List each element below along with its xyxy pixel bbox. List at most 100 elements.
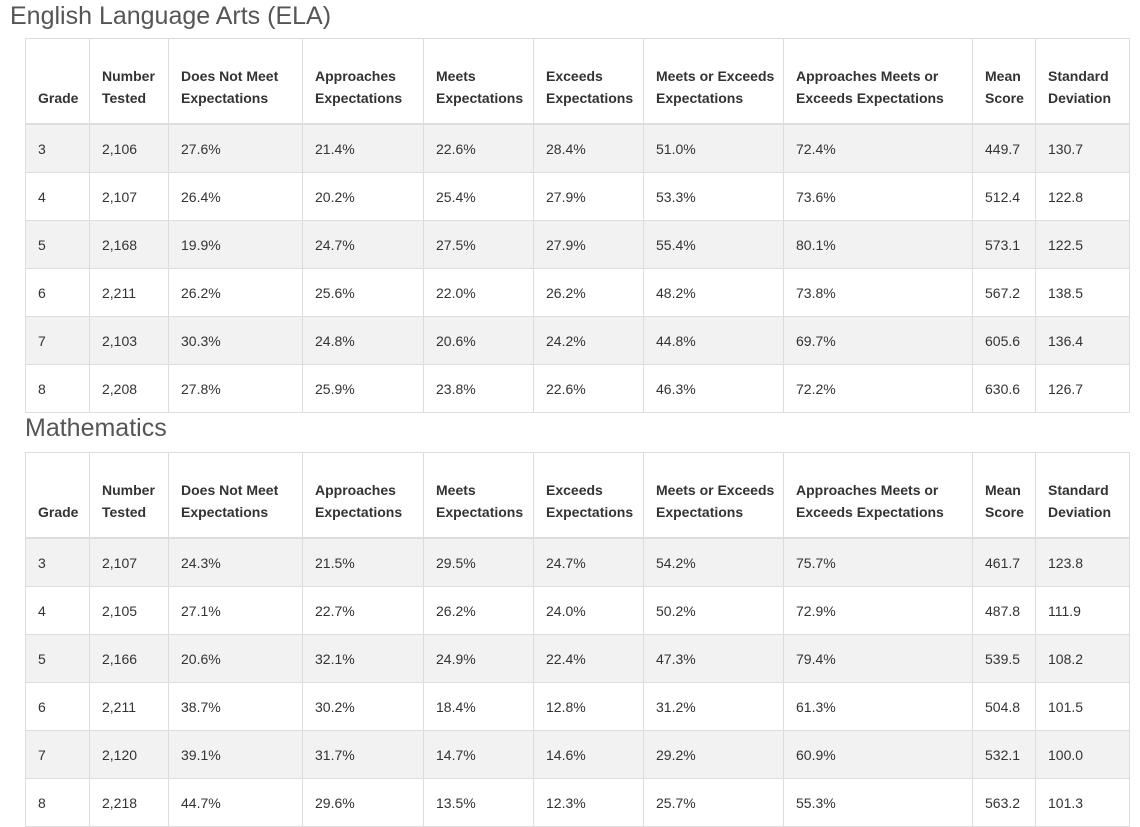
table-cell: 2,105 — [89, 586, 169, 635]
section-title: English Language Arts (ELA) — [10, 2, 332, 30]
table-cell: 12.3% — [533, 778, 644, 827]
table-cell: 13.5% — [423, 778, 534, 827]
table-cell: 31.7% — [302, 730, 424, 779]
table-cell: 51.0% — [643, 123, 784, 173]
table-row: 6 2,211 26.2% 25.6% 22.0% 26.2% 48.2% 73.8% 567.… — [25, 268, 1130, 317]
table-cell: 25.9% — [302, 364, 424, 413]
table-cell: 7 — [25, 316, 90, 365]
table-row: 7 2,120 39.1% 31.7% 14.7% 14.6% 29.2% 60.9% 532.… — [25, 730, 1130, 779]
table-cell: 55.3% — [783, 778, 973, 827]
table-cell: 136.4 — [1035, 316, 1130, 365]
table-cell: 12.8% — [533, 682, 644, 731]
table-cell: 24.9% — [423, 634, 534, 683]
table-cell: 29.2% — [643, 730, 784, 779]
header-cell: Meets or Exceeds Expectations — [643, 452, 784, 539]
table-cell: 25.6% — [302, 268, 424, 317]
table-cell: 46.3% — [643, 364, 784, 413]
header-row: Grade Number Tested Does Not Meet Expectat… — [25, 452, 1130, 539]
table-cell: 2,106 — [89, 123, 169, 173]
table-cell: 101.5 — [1035, 682, 1130, 731]
header-cell: Approaches Expectations — [302, 452, 424, 539]
table-cell: 487.8 — [972, 586, 1036, 635]
table-row: 5 2,168 19.9% 24.7% 27.5% 27.9% 55.4% 80.1% 573.… — [25, 220, 1130, 269]
table-cell: 24.7% — [533, 537, 644, 587]
table-cell: 539.5 — [972, 634, 1036, 683]
table-cell: 122.8 — [1035, 172, 1130, 221]
table-cell: 80.1% — [783, 220, 973, 269]
table-cell: 22.0% — [423, 268, 534, 317]
table-cell: 630.6 — [972, 364, 1036, 413]
table-row: 8 2,208 27.8% 25.9% 23.8% 22.6% 46.3% 72.2% 630.… — [25, 364, 1130, 413]
table-cell: 26.2% — [168, 268, 303, 317]
table-cell: 101.3 — [1035, 778, 1130, 827]
table-cell: 138.5 — [1035, 268, 1130, 317]
table-cell: 563.2 — [972, 778, 1036, 827]
table-cell: 27.6% — [168, 123, 303, 173]
data-table: Grade Number Tested Does Not Meet Expectat… — [25, 38, 1130, 413]
table-cell: 20.2% — [302, 172, 424, 221]
table-cell: 605.6 — [972, 316, 1036, 365]
table-cell: 2,218 — [89, 778, 169, 827]
table-body: 3 2,106 27.6% 21.4% 22.6% 28.4% 51.0% 72.4% 449.… — [25, 123, 1130, 413]
table-cell: 14.7% — [423, 730, 534, 779]
header-cell: Standard Deviation — [1035, 38, 1130, 125]
table-head: Grade Number Tested Does Not Meet Expectat… — [25, 452, 1130, 539]
table-cell: 22.6% — [423, 123, 534, 173]
table-cell: 27.9% — [533, 172, 644, 221]
table-cell: 18.4% — [423, 682, 534, 731]
header-cell: Grade — [25, 38, 90, 125]
table-cell: 130.7 — [1035, 123, 1130, 173]
table-cell: 3 — [25, 537, 90, 587]
table-cell: 111.9 — [1035, 586, 1130, 635]
table-cell: 24.2% — [533, 316, 644, 365]
table-cell: 69.7% — [783, 316, 973, 365]
table-cell: 72.2% — [783, 364, 973, 413]
table-cell: 30.3% — [168, 316, 303, 365]
table-cell: 21.5% — [302, 537, 424, 587]
table-cell: 2,166 — [89, 634, 169, 683]
header-cell: Does Not Meet Expectations — [168, 452, 303, 539]
table-row: 4 2,107 26.4% 20.2% 25.4% 27.9% 53.3% 73.6% 512.… — [25, 172, 1130, 221]
table-row: 5 2,166 20.6% 32.1% 24.9% 22.4% 47.3% 79.4% 539.… — [25, 634, 1130, 683]
table-cell: 44.8% — [643, 316, 784, 365]
table-cell: 31.2% — [643, 682, 784, 731]
table-cell: 29.6% — [302, 778, 424, 827]
header-cell: Meets Expectations — [423, 38, 534, 125]
header-cell: Exceeds Expectations — [533, 452, 644, 539]
table-cell: 22.4% — [533, 634, 644, 683]
table-cell: 14.6% — [533, 730, 644, 779]
table-cell: 26.4% — [168, 172, 303, 221]
table-cell: 38.7% — [168, 682, 303, 731]
table-cell: 122.5 — [1035, 220, 1130, 269]
table-cell: 30.2% — [302, 682, 424, 731]
header-cell: Approaches Meets or Exceeds Expectations — [783, 452, 973, 539]
table-cell: 126.7 — [1035, 364, 1130, 413]
table-cell: 5 — [25, 220, 90, 269]
table-cell: 44.7% — [168, 778, 303, 827]
table-head: Grade Number Tested Does Not Meet Expectat… — [25, 38, 1130, 125]
table-cell: 27.9% — [533, 220, 644, 269]
header-row: Grade Number Tested Does Not Meet Expectat… — [25, 38, 1130, 125]
table-cell: 100.0 — [1035, 730, 1130, 779]
table-cell: 19.9% — [168, 220, 303, 269]
table-cell: 20.6% — [423, 316, 534, 365]
table-cell: 6 — [25, 268, 90, 317]
table-cell: 123.8 — [1035, 537, 1130, 587]
table-cell: 27.5% — [423, 220, 534, 269]
table-row: 8 2,218 44.7% 29.6% 13.5% 12.3% 25.7% 55.3% 563.… — [25, 778, 1130, 827]
table-cell: 61.3% — [783, 682, 973, 731]
table-cell: 26.2% — [423, 586, 534, 635]
table-cell: 73.6% — [783, 172, 973, 221]
header-cell: Mean Score — [972, 452, 1036, 539]
header-cell: Approaches Meets or Exceeds Expectations — [783, 38, 973, 125]
table-row: 3 2,107 24.3% 21.5% 29.5% 24.7% 54.2% 75.7% 461.… — [25, 537, 1130, 587]
table-cell: 2,107 — [89, 537, 169, 587]
table-cell: 27.1% — [168, 586, 303, 635]
table-cell: 24.8% — [302, 316, 424, 365]
table-cell: 50.2% — [643, 586, 784, 635]
table-cell: 25.4% — [423, 172, 534, 221]
table-cell: 79.4% — [783, 634, 973, 683]
table-cell: 512.4 — [972, 172, 1036, 221]
table-cell: 2,211 — [89, 268, 169, 317]
table-cell: 2,168 — [89, 220, 169, 269]
